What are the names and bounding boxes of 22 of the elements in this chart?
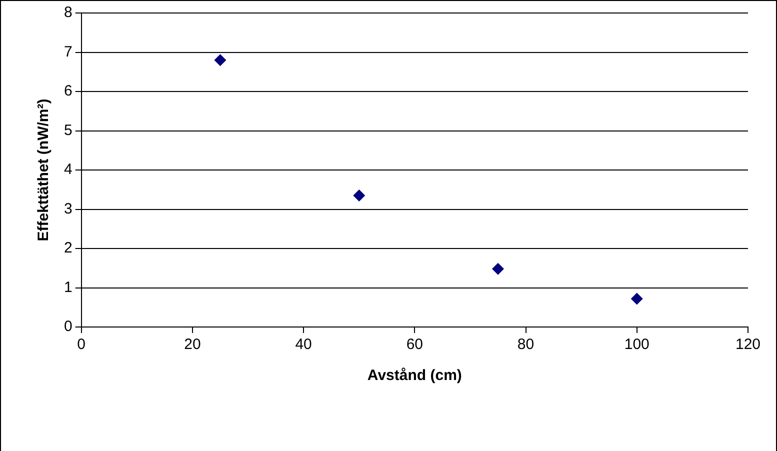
x-tick-label: 40 [295, 336, 312, 354]
y-tick-label: 5 [64, 122, 72, 139]
x-axis-title: Avstånd (cm) [367, 367, 462, 384]
point [214, 54, 226, 66]
y-tick-label: 4 [64, 161, 72, 178]
point [353, 190, 366, 202]
point [492, 262, 504, 275]
y-tick-label: 3 [64, 200, 72, 218]
x-tick-label: 120 [735, 336, 761, 354]
x-tick-label: 0 [77, 336, 86, 354]
y-tick-label: 6 [64, 82, 72, 100]
x-tick-label: 100 [624, 336, 650, 354]
x-tick-label: 20 [184, 336, 201, 354]
y-tick-label: 2 [64, 240, 72, 257]
y-tick-label: 1 [64, 278, 72, 296]
x-tick-label: 60 [406, 336, 424, 354]
y-tick-label: 7 [64, 43, 72, 60]
x-tick-label: 80 [517, 336, 534, 354]
y-tick-label: 0 [64, 318, 72, 336]
y-axis-title: Effekttäthet (nW/m²) [35, 98, 52, 242]
point [630, 292, 643, 305]
y-tick-label: 8 [64, 4, 72, 22]
